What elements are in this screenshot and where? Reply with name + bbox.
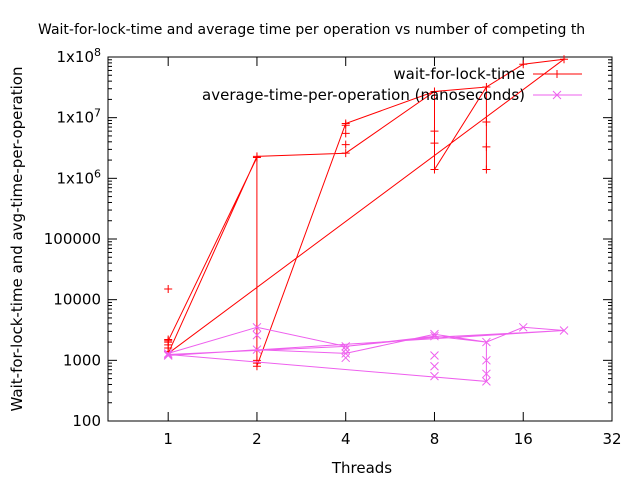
x-axis: 1 2 4 8 16 32	[163, 57, 622, 448]
data-point	[482, 83, 491, 92]
y-tick-label: 10000	[53, 291, 101, 309]
x-tick-label: 2	[252, 430, 262, 448]
y-tick-label: 1x106	[56, 167, 101, 187]
y-axis: 100 1000 10000 100000 1x106 1x107 1x108	[44, 46, 612, 430]
data-point	[430, 351, 439, 360]
data-point	[430, 361, 439, 371]
x-tick-label: 8	[430, 430, 440, 448]
plot-frame	[107, 56, 613, 422]
series-2	[163, 322, 569, 386]
data-point	[341, 140, 350, 149]
data-point	[430, 139, 439, 148]
y-axis-label: Wait-for-lock-time and avg-time-per-oper…	[8, 67, 26, 412]
data-point	[341, 129, 350, 138]
data-point	[252, 152, 261, 161]
data-point	[341, 349, 351, 358]
y-tick-label: 100	[72, 412, 101, 430]
chart-title: Wait-for-lock-time and average time per …	[38, 22, 585, 38]
data-point	[430, 371, 439, 381]
data-point	[163, 351, 173, 360]
y-tick-label: 1000	[63, 351, 101, 369]
series-1	[164, 55, 569, 371]
data-point	[163, 350, 173, 359]
data-point	[252, 356, 261, 365]
legend-label: wait-for-lock-time	[393, 65, 525, 83]
data-point	[341, 345, 351, 355]
data-point	[482, 117, 491, 126]
data-point	[482, 369, 491, 379]
data-point	[341, 353, 351, 363]
data-point	[252, 330, 262, 340]
data-point	[252, 322, 262, 332]
x-tick-label: 32	[602, 430, 621, 448]
data-point	[518, 322, 528, 332]
x-tick-label: 1	[163, 430, 173, 448]
y-tick-label: 1x107	[56, 107, 101, 127]
data-point	[164, 284, 173, 293]
data-point	[430, 331, 439, 341]
data-point	[430, 329, 439, 339]
data-point	[482, 165, 491, 174]
data-point	[252, 345, 262, 355]
legend-label: average-time-per-operation (nanoseconds)	[202, 86, 525, 104]
series-layer	[163, 55, 569, 386]
data-point	[430, 87, 439, 96]
data-point	[164, 336, 173, 345]
data-point	[519, 60, 528, 69]
legend-marker	[553, 70, 561, 78]
series-line	[166, 58, 566, 367]
series-line	[168, 326, 565, 382]
data-point	[430, 165, 439, 174]
data-point	[559, 326, 569, 335]
y-tick-label: 1x108	[56, 46, 101, 66]
data-point	[163, 349, 173, 358]
data-point	[482, 142, 491, 151]
data-point	[430, 127, 439, 136]
x-tick-label: 16	[514, 430, 533, 448]
data-point	[560, 55, 569, 64]
legend-marker	[552, 90, 562, 100]
data-point	[341, 121, 350, 130]
legend: wait-for-lock-time average-time-per-opera…	[202, 65, 582, 104]
data-point	[482, 377, 491, 386]
data-point	[482, 337, 491, 347]
data-point	[482, 355, 491, 365]
x-axis-label: Threads	[331, 459, 392, 477]
data-point	[341, 341, 351, 351]
x-tick-label: 4	[341, 430, 351, 448]
data-point	[341, 149, 350, 158]
y-tick-label: 100000	[44, 230, 101, 248]
